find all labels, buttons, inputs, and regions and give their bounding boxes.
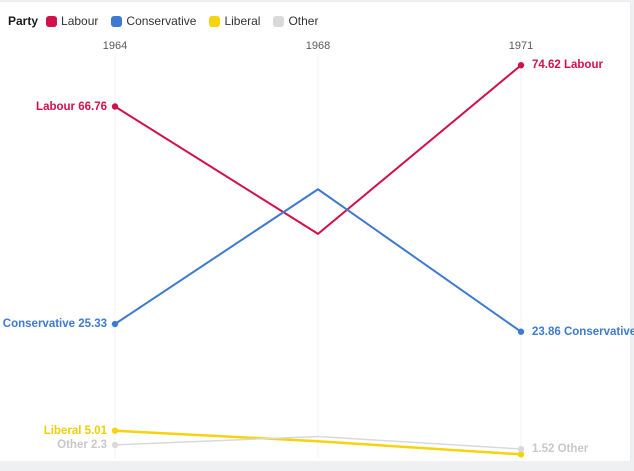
data-point-other-1971[interactable]: [517, 445, 525, 453]
legend: Party Labour Conservative Liberal Other: [8, 14, 331, 28]
data-point-liberal-1964[interactable]: [111, 427, 119, 434]
end-label-conservative: 23.86 Conservative: [532, 325, 634, 338]
series-line-other: [114, 435, 522, 450]
legend-item-label: Labour: [61, 14, 99, 28]
data-point-labour-1971[interactable]: [517, 62, 525, 69]
data-point-conservative-1964[interactable]: [111, 320, 119, 328]
series-line-labour: [114, 64, 522, 236]
slope-chart: [111, 56, 525, 458]
liberal-swatch-icon: [209, 15, 221, 27]
x-axis-label-1971: 1971: [508, 40, 534, 52]
legend-item-liberal[interactable]: Liberal: [209, 14, 260, 28]
start-label-liberal: Liberal 5.01: [43, 424, 107, 437]
start-label-other: Other 2.3: [57, 438, 107, 451]
x-axis-label-1964: 1964: [102, 40, 128, 52]
data-point-liberal-1971[interactable]: [517, 451, 525, 458]
conservative-swatch-icon: [111, 15, 123, 27]
chart-card: Party Labour Conservative Liberal Other …: [0, 1, 634, 461]
legend-item-label: Liberal: [224, 14, 261, 28]
labour-swatch-icon: [46, 15, 58, 27]
data-point-other-1964[interactable]: [111, 441, 119, 449]
legend-title: Party: [8, 14, 39, 28]
data-point-conservative-1971[interactable]: [517, 328, 525, 335]
start-label-labour: Labour 66.76: [36, 100, 107, 113]
legend-item-labour[interactable]: Labour: [46, 14, 98, 28]
legend-item-label: Other: [288, 14, 319, 28]
legend-item-label: Conservative: [126, 14, 197, 28]
series-line-conservative: [114, 188, 522, 333]
x-axis-label-1968: 1968: [305, 40, 331, 52]
start-label-conservative: Conservative 25.33: [2, 318, 107, 331]
other-swatch-icon: [273, 15, 285, 27]
end-label-labour: 74.62 Labour: [532, 59, 603, 72]
end-label-other: 1.52 Other: [532, 443, 589, 456]
legend-item-conservative[interactable]: Conservative: [111, 14, 196, 28]
data-point-labour-1964[interactable]: [111, 103, 119, 110]
series-line-liberal: [114, 429, 522, 456]
legend-item-other[interactable]: Other: [273, 14, 318, 28]
